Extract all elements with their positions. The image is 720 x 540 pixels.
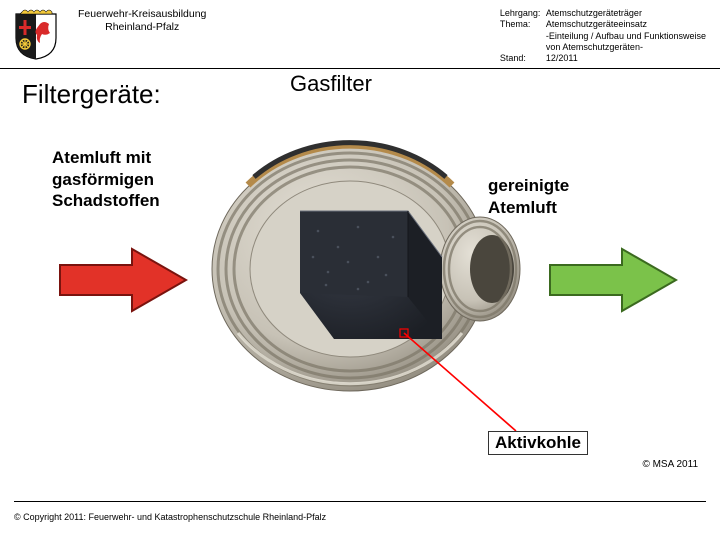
image-credit: © MSA 2011 xyxy=(642,459,698,470)
arrow-shape xyxy=(60,249,186,311)
input-arrow-icon xyxy=(58,245,188,315)
state-crest-logo xyxy=(14,8,58,60)
course-meta: Lehrgang:Atemschutzgeräteträger Thema:At… xyxy=(500,8,706,64)
footer-copyright: © Copyright 2011: Feuerwehr- und Katastr… xyxy=(14,501,706,522)
output-arrow-icon xyxy=(548,245,678,315)
aktivkohle-tag: Aktivkohle xyxy=(488,431,588,455)
gasfilter-cutaway-graphic xyxy=(208,107,528,407)
page-subtitle: Gasfilter xyxy=(290,71,372,97)
org-title: Feuerwehr-Kreisausbildung Rheinland-Pfal… xyxy=(78,8,206,34)
arrow-shape xyxy=(550,249,676,311)
input-air-label: Atemluft mit gasförmigen Schadstoffen xyxy=(52,147,160,211)
